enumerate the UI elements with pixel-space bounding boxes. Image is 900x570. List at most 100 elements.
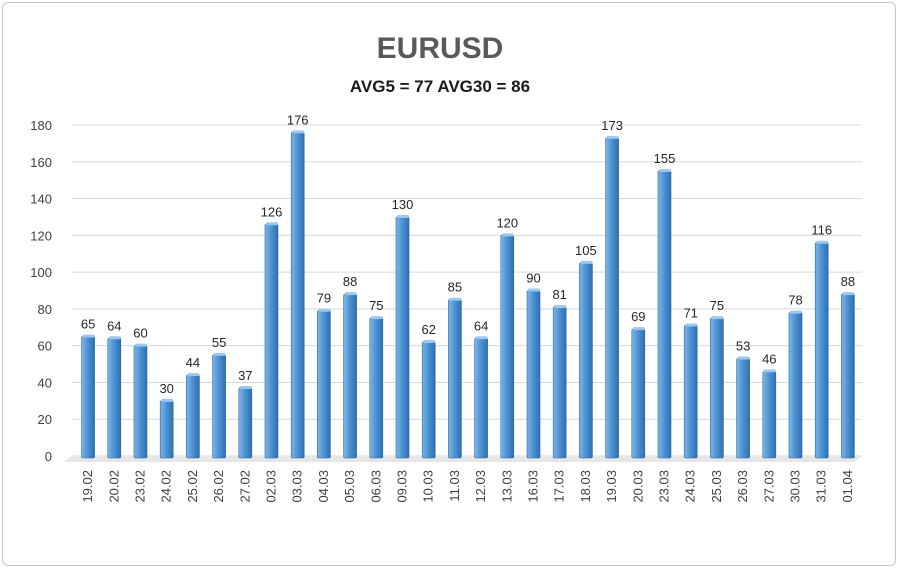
data-label: 65: [81, 316, 95, 331]
data-label: 71: [683, 305, 697, 320]
y-tick-label: 140: [30, 192, 52, 207]
x-tick-label: 30.03: [788, 470, 803, 503]
x-tick-label: 01.04: [840, 470, 855, 503]
bar: [395, 216, 410, 459]
data-label: 105: [575, 243, 597, 258]
data-label: 176: [287, 112, 309, 127]
x-tick-label: 24.03: [683, 470, 698, 503]
data-label: 78: [788, 293, 802, 308]
bar: [133, 345, 148, 459]
data-label: 173: [601, 118, 623, 133]
bar: [81, 336, 95, 459]
data-label: 88: [841, 274, 855, 289]
data-label: 55: [212, 335, 226, 350]
bar-top: [554, 305, 567, 309]
bar: [814, 242, 829, 459]
data-label: 155: [654, 151, 676, 166]
x-tick-label: 20.03: [630, 470, 645, 503]
x-tick-label: 23.02: [133, 470, 148, 503]
data-label: 75: [710, 298, 724, 313]
data-label: 30: [159, 381, 173, 396]
bar-top: [737, 356, 750, 360]
data-label: 46: [762, 351, 776, 366]
bar-top: [213, 352, 226, 356]
x-tick-label: 31.03: [814, 470, 829, 503]
x-tick-label: 26.02: [211, 470, 226, 503]
bar: [736, 358, 750, 459]
chart-subtitle: AVG5 = 77 AVG30 = 86: [350, 77, 530, 96]
bar: [264, 224, 279, 459]
x-tick-label: 27.03: [761, 470, 776, 503]
data-label: 37: [238, 368, 252, 383]
bar-top: [816, 240, 829, 244]
x-tick-label: 17.03: [552, 470, 567, 503]
bar-top: [370, 316, 383, 320]
data-label: 79: [317, 291, 331, 306]
bar-top: [580, 260, 593, 264]
x-tick-label: 19.03: [604, 470, 619, 503]
data-label: 130: [392, 197, 414, 212]
x-tick-label: 13.03: [499, 470, 514, 503]
x-tick-label: 05.03: [342, 470, 357, 503]
bar: [369, 317, 384, 459]
bar: [343, 293, 357, 459]
chart-title: EURUSD: [377, 32, 504, 65]
bar-top: [187, 373, 200, 377]
x-tick-label: 12.03: [473, 470, 488, 503]
bar: [500, 235, 515, 459]
x-tick-label: 20.02: [106, 470, 121, 503]
bar-top: [449, 297, 462, 301]
bar: [526, 290, 541, 459]
data-label: 53: [736, 339, 750, 354]
data-label: 85: [448, 280, 462, 295]
bar-top: [501, 233, 514, 237]
bar-top: [528, 288, 540, 292]
bar-top: [239, 385, 252, 389]
x-tick-label: 04.03: [316, 470, 331, 503]
bar-top: [842, 292, 855, 296]
x-tick-label: 02.03: [264, 470, 279, 503]
y-tick-label: 0: [45, 449, 52, 464]
bar-top: [344, 292, 357, 296]
data-label: 44: [186, 355, 200, 370]
bar: [159, 400, 174, 459]
bar-top: [135, 343, 147, 347]
data-label: 126: [261, 204, 283, 219]
data-label: 81: [552, 287, 566, 302]
bar-top: [685, 323, 698, 327]
x-tick-label: 26.03: [735, 470, 750, 503]
x-tick-label: 09.03: [395, 470, 410, 503]
bar-top: [606, 135, 619, 139]
y-tick-label: 180: [30, 118, 52, 133]
y-tick-label: 20: [38, 412, 52, 427]
y-tick-label: 100: [30, 265, 52, 280]
x-tick-label: 06.03: [368, 470, 383, 503]
data-label: 62: [421, 322, 435, 337]
x-tick-label: 16.03: [526, 470, 541, 503]
bar: [474, 338, 488, 459]
data-label: 116: [811, 223, 832, 238]
bar-top: [397, 214, 409, 218]
data-label: 64: [107, 318, 121, 333]
y-tick-label: 80: [38, 302, 52, 317]
bar: [421, 341, 436, 459]
bar: [631, 328, 646, 459]
x-tick-label: 19.02: [80, 470, 95, 503]
x-tick-label: 23.03: [657, 470, 672, 503]
y-tick-label: 60: [38, 339, 52, 354]
x-tick-label: 11.03: [447, 470, 462, 502]
bar: [186, 374, 200, 459]
x-tick-label: 25.03: [709, 470, 724, 503]
x-tick-label: 25.02: [185, 470, 200, 503]
bar-top: [292, 130, 305, 134]
bar-top: [659, 168, 671, 172]
bar: [552, 306, 567, 459]
bar: [683, 325, 698, 459]
data-label: 88: [343, 274, 357, 289]
bar: [238, 387, 253, 459]
bar-top: [763, 369, 776, 373]
bar: [317, 310, 331, 459]
bar-top: [475, 336, 488, 340]
y-tick-label: 40: [38, 375, 52, 390]
